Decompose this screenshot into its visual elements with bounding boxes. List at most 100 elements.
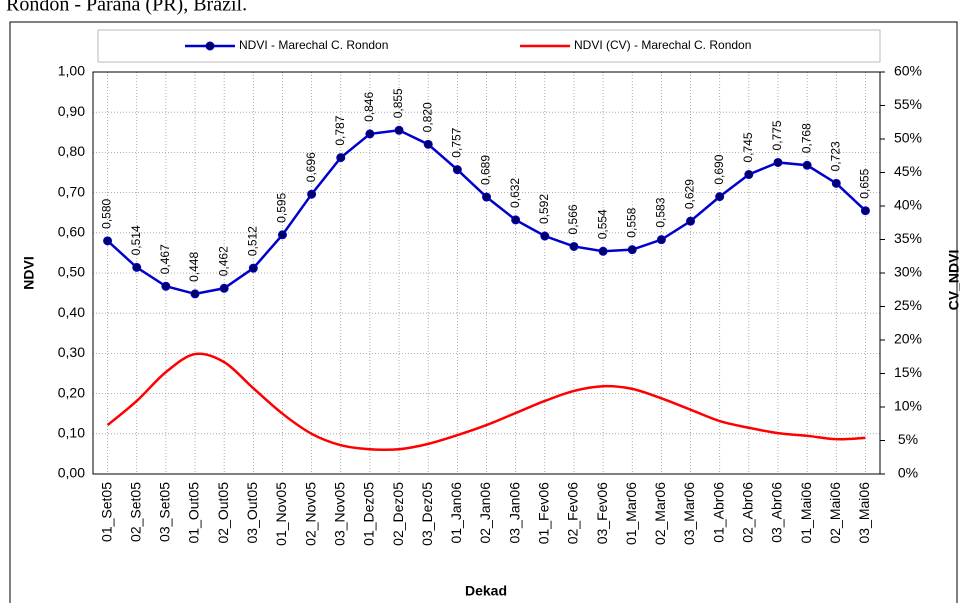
- x-tick-label: 03_Jan06: [506, 482, 522, 544]
- chart-title: . Rondon - Paraná (PR), Brazil.: [0, 0, 247, 16]
- marker: [656, 235, 666, 245]
- x-axis-title: Dekad: [465, 583, 507, 599]
- legend-marker: [205, 41, 215, 51]
- y-tick-label: 0,90: [58, 103, 85, 119]
- y-tick-label: 0,70: [58, 183, 85, 199]
- data-label: 0,554: [595, 209, 609, 239]
- y2-tick-label: 55%: [894, 96, 922, 112]
- x-tick-label: 01_Jan06: [448, 482, 464, 544]
- x-tick-label: 03_Nov05: [331, 482, 347, 546]
- y2-tick-label: 0%: [898, 465, 918, 481]
- y-axis-title: NDVI: [21, 256, 37, 289]
- legend-label: NDVI - Marechal C. Rondon: [239, 38, 388, 52]
- marker: [802, 160, 812, 170]
- marker: [482, 192, 491, 202]
- marker: [744, 170, 754, 180]
- y-tick-label: 0,80: [58, 143, 85, 159]
- marker: [627, 245, 637, 255]
- x-tick-label: 03_Mar06: [681, 482, 697, 545]
- y-tick-label: 0,60: [58, 224, 85, 240]
- x-tick-label: 01_Mar06: [623, 482, 639, 545]
- x-tick-label: 03_Mai06: [856, 482, 872, 544]
- y2-tick-label: 25%: [894, 297, 922, 313]
- y-tick-label: 0,20: [58, 384, 85, 400]
- marker: [540, 231, 550, 241]
- data-label: 0,558: [624, 207, 638, 237]
- data-label: 0,757: [450, 127, 464, 157]
- x-tick-label: 01_Nov05: [273, 482, 289, 546]
- marker: [686, 216, 696, 226]
- marker: [598, 246, 608, 256]
- data-label: 0,723: [828, 141, 842, 171]
- marker: [569, 241, 579, 251]
- data-label: 0,768: [799, 123, 813, 153]
- data-label: 0,448: [187, 252, 201, 282]
- data-label: 0,787: [333, 115, 347, 145]
- x-tick-label: 02_Jan06: [477, 482, 493, 544]
- series-line: [106, 352, 866, 452]
- marker: [511, 215, 521, 225]
- x-tick-label: 01_Fev06: [535, 482, 551, 544]
- x-tick-label: 03_Set05: [157, 482, 173, 542]
- x-tick-label: 03_Dez05: [419, 482, 435, 546]
- data-label: 0,846: [362, 92, 376, 122]
- data-label: 0,655: [858, 168, 872, 198]
- y2-axis-title: CV_NDVI: [946, 250, 960, 311]
- marker: [394, 125, 404, 135]
- data-label: 0,820: [420, 102, 434, 132]
- y-tick-label: 1,00: [58, 63, 85, 79]
- y2-tick-label: 50%: [894, 130, 922, 146]
- marker: [161, 281, 171, 291]
- legend-label: NDVI (CV) - Marechal C. Rondon: [574, 38, 751, 52]
- x-tick-label: 01_Mai06: [798, 482, 814, 544]
- marker: [831, 178, 841, 188]
- marker: [773, 157, 783, 167]
- y2-tick-label: 60%: [894, 63, 922, 79]
- y-tick-label: 0,10: [58, 425, 85, 441]
- x-tick-label: 03_Out05: [244, 482, 260, 544]
- marker: [715, 192, 725, 202]
- x-tick-label: 03_Fev06: [594, 482, 610, 544]
- x-tick-label: 02_Mar06: [652, 482, 668, 545]
- marker: [452, 165, 462, 175]
- data-label: 0,514: [129, 225, 143, 255]
- y-tick-label: 0,50: [58, 264, 85, 280]
- data-label: 0,775: [770, 120, 784, 150]
- x-tick-label: 01_Out05: [186, 482, 202, 544]
- y2-tick-label: 40%: [894, 197, 922, 213]
- data-label: 0,583: [654, 197, 668, 227]
- data-label: 0,566: [566, 204, 580, 234]
- marker: [336, 153, 346, 163]
- legend-box: [97, 29, 881, 63]
- x-tick-label: 02_Set05: [127, 482, 143, 542]
- marker: [365, 129, 375, 139]
- x-tick-label: 01_Set05: [98, 482, 114, 542]
- x-tick-label: 02_Nov05: [302, 482, 318, 546]
- x-tick-label: 01_Abr06: [710, 482, 726, 543]
- y2-tick-label: 15%: [894, 364, 922, 380]
- marker: [248, 263, 258, 273]
- marker: [132, 262, 142, 272]
- y2-tick-label: 35%: [894, 230, 922, 246]
- y2-tick-label: 5%: [898, 431, 918, 447]
- data-label: 0,855: [391, 88, 405, 118]
- chart-frame: [9, 21, 958, 603]
- plot-frame: [92, 71, 881, 475]
- y-tick-label: 0,00: [58, 465, 85, 481]
- x-tick-label: 02_Fev06: [565, 482, 581, 544]
- data-label: 0,745: [741, 132, 755, 162]
- data-label: 0,696: [304, 152, 318, 182]
- marker: [190, 289, 200, 299]
- x-tick-label: 02_Out05: [215, 482, 231, 544]
- y2-tick-label: 30%: [894, 264, 922, 280]
- data-label: 0,467: [158, 244, 172, 274]
- data-label: 0,592: [537, 194, 551, 224]
- data-label: 0,629: [683, 179, 697, 209]
- data-label: 0,462: [216, 246, 230, 276]
- data-label: 0,595: [275, 192, 289, 222]
- y2-tick-label: 20%: [894, 331, 922, 347]
- data-label: 0,512: [245, 226, 259, 256]
- marker: [307, 189, 317, 199]
- y-tick-label: 0,40: [58, 304, 85, 320]
